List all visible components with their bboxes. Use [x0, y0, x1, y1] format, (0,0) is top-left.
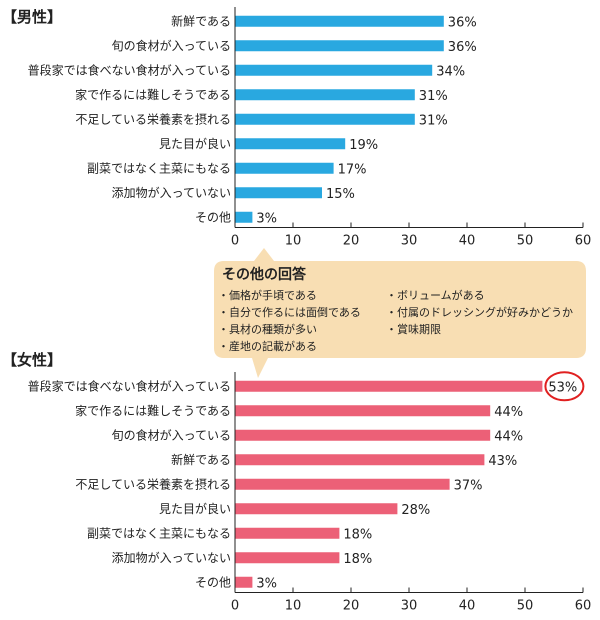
male-heading: 【男性】: [2, 8, 62, 26]
bar: [235, 380, 543, 392]
value-label: 37%: [454, 478, 483, 493]
bar: [235, 162, 334, 174]
bar: [235, 138, 346, 150]
bar: [235, 405, 491, 417]
callout-item: ・価格が手頃である: [218, 288, 317, 302]
category-label: 見た目が良い: [159, 501, 231, 516]
bar: [235, 576, 253, 588]
value-label: 31%: [419, 89, 448, 104]
male-chart: 【男性】 新鮮である 36% 旬の食材が入っている 36% 普段家では食べない食材が入っ…: [2, 7, 591, 249]
value-label: 18%: [343, 527, 372, 542]
bar: [235, 64, 433, 76]
x-tick-label: 0: [231, 234, 239, 249]
x-tick-label: 40: [459, 234, 476, 249]
bar: [235, 503, 398, 515]
callout-item: ・具材の種類が多い: [218, 322, 317, 336]
callout-item: ・賞味期限: [386, 323, 441, 336]
callout-item: ・付属のドレッシングが好みかどうか: [386, 305, 573, 319]
callout-item: ・自分で作るには面倒である: [218, 306, 361, 319]
category-label: その他: [195, 575, 231, 589]
category-label: 不足している栄養素を摂れる: [75, 111, 231, 126]
x-tick-label: 60: [575, 599, 592, 614]
other-answers-callout: その他の回答 ・価格が手頃である ・自分で作るには面倒である ・具材の種類が多い…: [214, 248, 586, 378]
value-label: 3%: [256, 576, 277, 591]
value-label: 31%: [419, 113, 448, 128]
callout-item: ・産地の記載がある: [218, 339, 317, 353]
x-tick-label: 0: [231, 599, 239, 614]
value-label: 28%: [401, 503, 430, 518]
category-label: 副菜ではなく主菜にもなる: [87, 161, 231, 175]
bar: [235, 478, 450, 490]
value-label: 43%: [488, 454, 517, 469]
x-tick-label: 30: [401, 599, 418, 614]
category-label: 不足している栄養素を摂れる: [75, 476, 231, 491]
x-tick-label: 10: [285, 234, 302, 249]
callout-title: その他の回答: [222, 266, 307, 283]
x-tick-label: 50: [517, 234, 534, 249]
category-label: 新鮮である: [171, 452, 231, 467]
category-label: 旬の食材が入っている: [112, 427, 231, 442]
category-label: 添加物が入っていない: [112, 550, 231, 565]
highlight-circle: [544, 371, 585, 402]
bar: [235, 89, 415, 101]
category-label: 副菜ではなく主菜にもなる: [87, 526, 231, 540]
bar: [235, 454, 485, 466]
bar: [235, 211, 253, 223]
bar: [235, 187, 322, 199]
category-label: 新鮮である: [171, 13, 231, 28]
category-label: 普段家では食べない食材が入っている: [28, 378, 231, 393]
x-tick-label: 60: [575, 234, 592, 249]
category-label: 見た目が良い: [159, 136, 231, 151]
x-tick-label: 20: [343, 599, 360, 614]
x-tick-label: 10: [285, 599, 302, 614]
bar: [235, 552, 340, 564]
value-label: 44%: [494, 405, 523, 420]
value-label: 34%: [436, 64, 465, 79]
category-label: 家で作るには難しそうである: [75, 87, 231, 102]
value-label: 36%: [448, 40, 477, 55]
value-label: 17%: [338, 162, 367, 177]
value-label: 19%: [349, 138, 378, 153]
x-tick-label: 40: [459, 599, 476, 614]
callout-pointer-up: [254, 248, 274, 261]
category-label: 添加物が入っていない: [112, 185, 231, 200]
value-label: 18%: [343, 552, 372, 567]
bar: [235, 113, 415, 125]
category-label: 普段家では食べない食材が入っている: [28, 62, 231, 77]
value-label: 44%: [494, 429, 523, 444]
callout-item: ・ボリュームがある: [386, 288, 485, 302]
value-label: 53%: [548, 380, 577, 395]
category-label: 家で作るには難しそうである: [75, 403, 231, 418]
x-tick-label: 50: [517, 599, 534, 614]
bar: [235, 40, 444, 52]
female-chart: 【女性】 普段家では食べない食材が入っている 53% 家で作るには難しそうである 44…: [2, 351, 591, 614]
female-heading: 【女性】: [2, 351, 62, 369]
category-label: 旬の食材が入っている: [112, 38, 231, 53]
category-label: その他: [195, 210, 231, 224]
x-tick-label: 20: [343, 234, 360, 249]
value-label: 36%: [448, 15, 477, 30]
bar: [235, 527, 340, 539]
value-label: 15%: [326, 187, 355, 202]
value-label: 3%: [256, 211, 277, 226]
callout-background: [214, 261, 586, 378]
x-tick-label: 30: [401, 234, 418, 249]
bar: [235, 429, 491, 441]
bar: [235, 15, 444, 27]
